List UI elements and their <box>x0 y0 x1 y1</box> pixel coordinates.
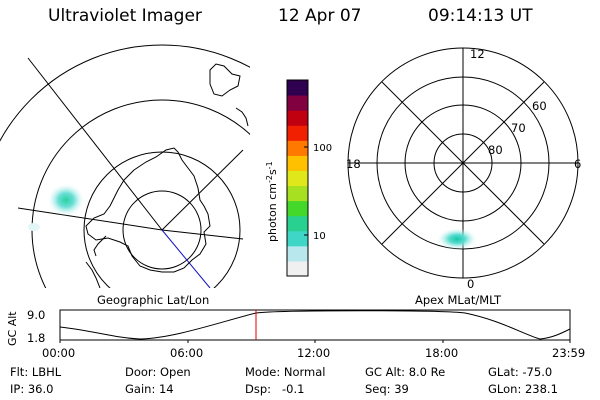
altitude-plot: 9.0 1.8 GC Alt 00:00 06:00 12:00 18:00 2… <box>6 308 585 360</box>
altitude-curve <box>59 310 571 340</box>
alt-xtick-0: 00:00 <box>42 346 75 360</box>
door-label: Door: <box>125 365 157 379</box>
time-label: 09:14:13 UT <box>428 6 533 26</box>
alt-ytick-1.8: 1.8 <box>27 331 45 345</box>
mlt-label-0: 0 <box>467 277 474 291</box>
colorbar-segment <box>287 95 308 111</box>
colorbar-segment <box>287 80 308 96</box>
colorbar-unit-label: photon cm-2s-1 <box>265 161 279 242</box>
seq-value: 39 <box>394 382 409 396</box>
colorbar-segment <box>287 200 308 217</box>
polar-panel-label: Apex MLat/MLT <box>415 293 502 307</box>
glat-label: GLat: <box>488 365 519 379</box>
lat-label-60: 60 <box>532 99 547 113</box>
date-label: 12 Apr 07 <box>278 6 362 26</box>
colorbar-segment <box>287 125 308 141</box>
mode-value: Normal <box>283 365 326 379</box>
colorbar-segment <box>287 260 308 277</box>
svg-text:photon cm-2s-1: photon cm-2s-1 <box>265 161 279 242</box>
colorbar-segment <box>287 110 308 126</box>
mlt-label-12: 12 <box>470 47 485 61</box>
alt-xtick-1: 06:00 <box>170 346 203 360</box>
lat-label-80: 80 <box>488 143 503 157</box>
colorbar-segment <box>287 185 308 202</box>
glon-value: 238.1 <box>524 382 558 396</box>
colorbar-tick-100: 100 <box>313 143 332 154</box>
alt-ytick-9: 9.0 <box>27 308 45 322</box>
glon-label: GLon: <box>488 382 522 396</box>
alt-xtick-2: 12:00 <box>297 346 330 360</box>
intensity-colorbar <box>286 79 309 277</box>
filter-value: LBHL <box>31 365 62 379</box>
gain-value: 14 <box>158 382 174 396</box>
antarctica-coastline <box>85 147 211 273</box>
mode-label: Mode: <box>245 365 281 379</box>
gcalt-value: 8.0 Re <box>408 365 446 379</box>
alt-xtick-3: 18:00 <box>425 346 458 360</box>
alt-xtick-4: 23:59 <box>552 346 585 360</box>
colorbar-segment <box>287 245 308 262</box>
lat-label-70: 70 <box>511 121 526 135</box>
alt-ylabel: GC Alt <box>6 311 19 346</box>
gain-label: Gain: <box>125 382 156 396</box>
geo-panel-label: Geographic Lat/Lon <box>97 293 209 307</box>
colorbar-segment <box>287 230 308 247</box>
coastline-upper <box>209 63 241 97</box>
colorbar-segment <box>287 170 308 187</box>
dsp-value: -0.1 <box>282 382 305 396</box>
coastline-lower <box>85 261 101 288</box>
geographic-map <box>0 44 250 288</box>
colorbar-segment <box>287 140 308 156</box>
filter-label: Flt: <box>10 365 29 379</box>
door-value: Open <box>159 365 191 379</box>
instrument-title: Ultraviolet Imager <box>48 6 202 26</box>
colorbar-frame <box>286 79 309 277</box>
seq-label: Seq: <box>365 382 391 396</box>
ip-value: 36.0 <box>27 382 54 396</box>
colorbar-segment <box>287 215 308 232</box>
aurora-blob-geo <box>48 184 84 216</box>
mlt-label-18: 18 <box>346 157 361 171</box>
mlt-label-6: 6 <box>574 157 581 171</box>
ip-label: IP: <box>10 382 25 396</box>
colorbar-segment <box>287 155 308 171</box>
aurora-blob-polar <box>437 228 477 250</box>
glat-value: -75.0 <box>522 365 553 379</box>
colorbar-tick-10: 10 <box>313 231 326 242</box>
dsp-label: Dsp: <box>245 382 272 396</box>
gcalt-label: GC Alt: <box>365 365 406 379</box>
apex-polar-plot: 12 18 6 0 60 70 80 <box>346 47 581 291</box>
